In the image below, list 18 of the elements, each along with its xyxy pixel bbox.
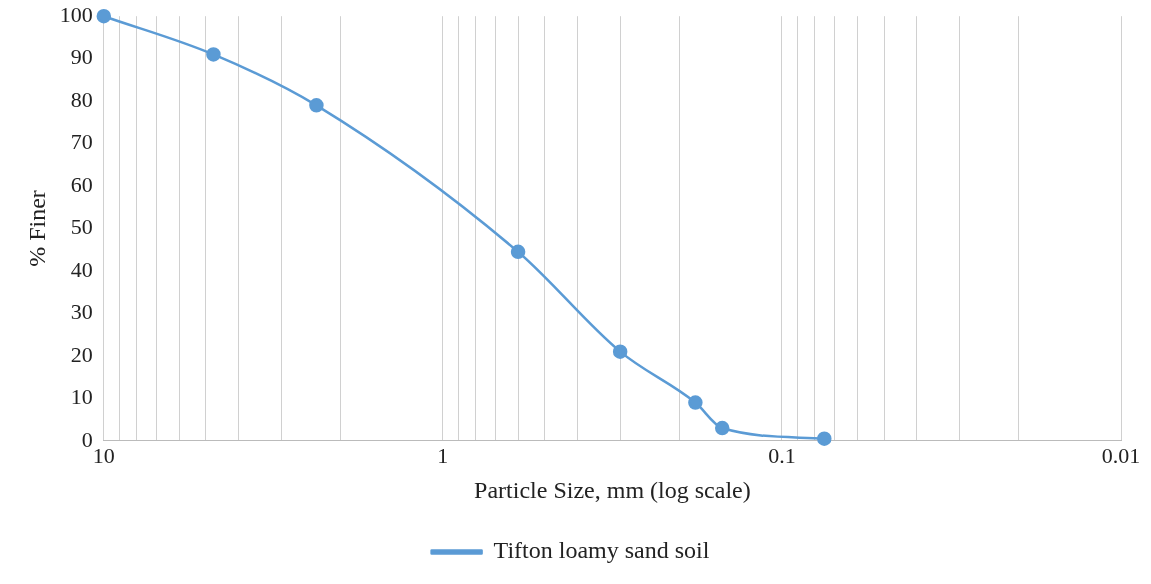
x-tick-label: 0.01 — [1101, 442, 1141, 468]
y-tick-label: 70 — [70, 129, 93, 155]
y-tick-label: 100 — [59, 1, 93, 27]
y-tick-label: 20 — [70, 341, 93, 367]
y-tick-label: 0 — [81, 426, 93, 452]
y-tick-label: 90 — [70, 44, 93, 70]
x-tick-label: 10 — [92, 442, 115, 468]
y-tick-label: 10 — [70, 384, 93, 410]
y-tick-label: 80 — [70, 86, 93, 112]
x-tick-label: 1 — [437, 442, 449, 468]
y-tick-label: 60 — [70, 171, 93, 197]
y-axis-title: % Finer — [23, 190, 50, 267]
y-tick-label: 30 — [70, 299, 93, 325]
y-tick-label: 50 — [70, 214, 93, 240]
y-tick-label: 40 — [70, 256, 93, 282]
x-axis-title: Particle Size, mm (log scale) — [474, 476, 751, 503]
legend-label: Tifton loamy sand soil — [493, 537, 710, 564]
x-tick-label: 0.1 — [768, 442, 796, 468]
